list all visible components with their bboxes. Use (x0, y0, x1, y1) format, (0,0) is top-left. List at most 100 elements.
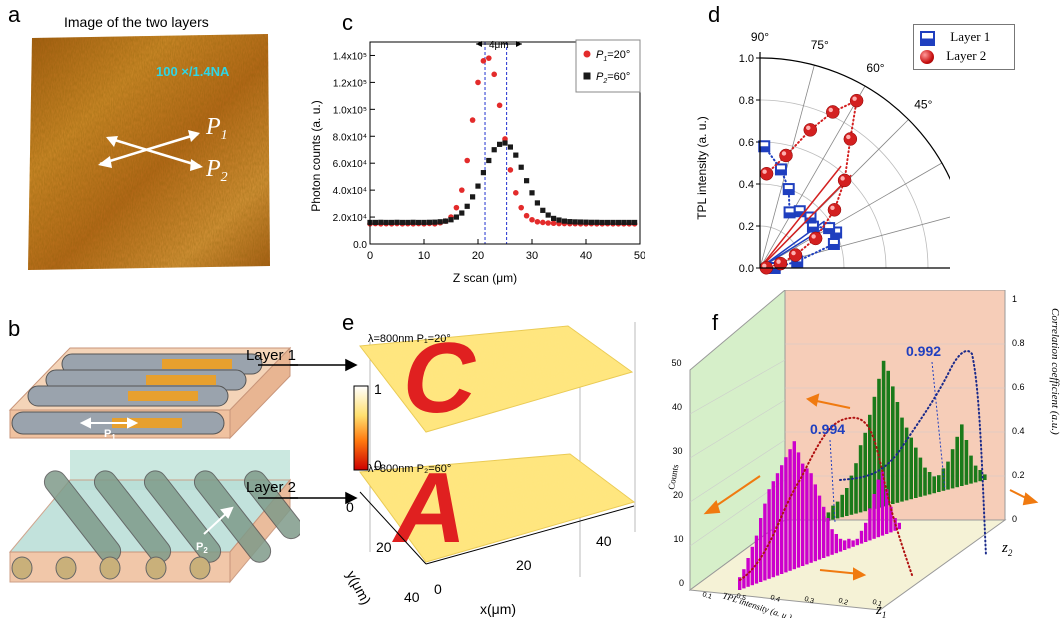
f-corr-ticks: 0 0.2 0.4 0.6 0.8 1 (1012, 294, 1025, 524)
f-bar-layer1 (813, 484, 817, 562)
c-x-tick-label: 50 (634, 250, 645, 262)
c-point-2 (448, 217, 454, 223)
e-y-label: y(μm) (343, 568, 374, 607)
panel-a-micrograph: 100 ×/1.4NA P1 P2 (28, 34, 270, 270)
c-point-2 (464, 203, 470, 209)
c-point-2 (529, 190, 535, 196)
panel-f-3d-histogram: 0.994 0.992 Counts Correlation coefficie… (666, 290, 1061, 618)
f-bar-layer2 (845, 488, 849, 516)
d-y-label: TPL intensity (a. u.) (695, 116, 709, 220)
f-bar-layer2 (964, 440, 969, 485)
d-point-layer2-highlight (830, 205, 835, 211)
f-bar-layer1 (872, 494, 876, 539)
f-bar-layer1 (763, 503, 767, 581)
f-x-tick: 0.1 (701, 591, 713, 601)
f-bar-layer1 (796, 452, 801, 568)
d-point-layer2 (843, 132, 858, 146)
c-point-2 (480, 170, 486, 176)
e-x-tick-40: 40 (596, 533, 612, 549)
d-point-layer2-highlight (846, 134, 851, 140)
d-point-layer1-fill (783, 189, 794, 195)
c-point-2 (524, 178, 530, 184)
f-bar-layer1 (759, 518, 763, 582)
c-x-tick-label: 40 (580, 250, 592, 262)
panel-b-layer-schematic: P1 P2 Layer 1 Layer 2 (8, 346, 300, 584)
panel-letter-a: a (8, 2, 21, 27)
f-bar-layer1 (855, 538, 859, 546)
d-point-layer1-fill (831, 232, 842, 238)
f-bar-layer2 (891, 386, 895, 504)
panel-letter-b: b (8, 316, 21, 341)
c-scale-bar: 4μm (476, 40, 522, 51)
f-corr-tick: 0.8 (1012, 338, 1025, 348)
f-count-tick: 40 (672, 402, 682, 412)
d-point-layer2 (827, 203, 842, 217)
f-right-label: Correlation coefficient (a.u.) (1049, 308, 1061, 435)
f-value-right: 0.992 (906, 343, 941, 359)
f-bar-layer1 (868, 508, 872, 541)
layer1-nanorods (11, 353, 263, 435)
c-point-1 (459, 187, 465, 193)
c-point-2 (583, 219, 589, 225)
c-point-2 (572, 219, 578, 225)
c-point-2 (378, 219, 384, 225)
c-y-tick-label: 8.0x10⁴ (333, 132, 367, 143)
c-point-2 (453, 214, 459, 220)
f-bar-layer2 (863, 432, 867, 512)
c-point-2 (540, 207, 546, 213)
c-x-tick-label: 30 (526, 250, 538, 262)
f-bar-layer2 (950, 449, 955, 489)
f-bar-layer1 (746, 558, 750, 587)
f-bar-layer1 (750, 546, 754, 586)
d-angle-grid (759, 85, 866, 269)
f-bar-layer1 (792, 441, 796, 570)
f-bar-layer1 (826, 518, 830, 557)
f-bar-layer2 (877, 378, 881, 508)
f-bar-layer2 (904, 427, 909, 501)
d-legend: Layer 1 Layer 2 (913, 24, 1015, 70)
d-r-tick-label: 0.6 (739, 137, 754, 149)
d-point-layer1-fill (784, 212, 795, 218)
f-bar-layer2 (983, 474, 987, 480)
panel-a-title: Image of the two layers (64, 14, 209, 30)
c-x-tick-label: 20 (472, 250, 484, 262)
f-count-ticks: 0 10 20 30 40 50 (671, 358, 684, 588)
f-bar-layer2 (886, 370, 890, 506)
f-x-tick: 0.2 (837, 597, 849, 607)
f-count-tick: 50 (671, 358, 681, 368)
d-point-layer2-highlight (762, 169, 767, 174)
e-colorbar-min: 0 (374, 457, 382, 473)
f-bar-layer2 (858, 445, 863, 513)
f-correlation-curve-layer1 (739, 416, 913, 581)
d-r-tick-label: 0.2 (739, 221, 754, 233)
f-bar-layer1 (771, 481, 775, 578)
d-point-layer1-fill (794, 211, 805, 217)
f-bar-layer1 (889, 506, 893, 533)
f-bar-layer1 (885, 489, 889, 534)
c-legend-label: P1=20° (596, 49, 630, 63)
panel-d-polar-chart: 0.00.20.40.60.81.090°75°60°45°30°15°0° T… (695, 30, 950, 275)
c-legend: P1=20° P2=60° (575, 39, 641, 93)
b-p1-label: P1 (104, 428, 116, 442)
e-colorbar-max: 1 (374, 381, 382, 397)
c-x-label: Z scan (μm) (453, 271, 517, 285)
c-y-tick-label: 4.0x10⁴ (333, 186, 367, 197)
d-point-layer2-highlight (781, 151, 787, 156)
c-point-2 (389, 219, 395, 226)
f-value-left: 0.994 (810, 421, 845, 437)
c-point-2 (443, 218, 449, 224)
d-point-layer2-highlight (811, 234, 816, 239)
e-colorbar (353, 385, 369, 471)
d-legend-layer2-label: Layer 2 (946, 48, 987, 63)
layer2-rod-ends (11, 556, 211, 580)
c-point-1 (496, 102, 503, 109)
c-point-2 (399, 219, 405, 226)
c-point-1 (486, 55, 492, 61)
f-bar-layer2 (946, 461, 950, 490)
c-point-2 (610, 219, 616, 226)
f-count-tick: 0 (679, 578, 684, 588)
d-angle-label: 90° (751, 30, 769, 44)
layer2-nanorods (43, 470, 300, 563)
c-point-2 (459, 210, 465, 216)
p1-label: P1 (205, 114, 228, 143)
